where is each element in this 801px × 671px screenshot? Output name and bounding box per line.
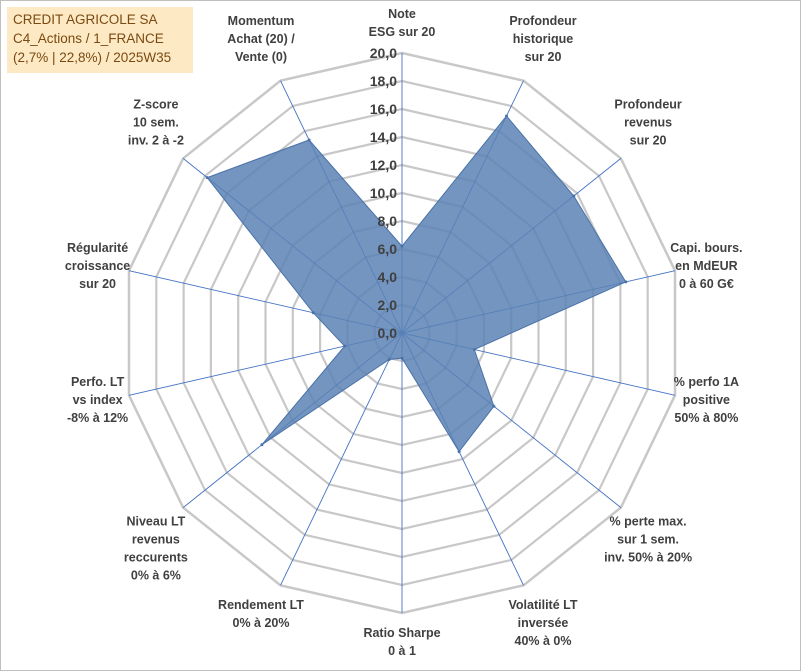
radar-axis-labels: Note ESG sur 20 Profondeur historique sur 20… [65,7,743,658]
axis-label: Régularité croissance sur 20 [65,241,130,291]
tick-label: 12,0 [370,157,397,173]
axis-label-line: 0% à 6% [131,568,181,582]
axis-label-line: % perte max. [610,514,687,528]
axis-label: % perfo 1A positive 50% à 80% [674,375,739,425]
tick-label: 14,0 [370,129,397,145]
axis-label-line: Z-score [133,98,178,112]
tick-label: 0,0 [378,325,398,341]
axis-label: Profondeur revenus sur 20 [614,98,681,148]
axis-label-line: sur 1 sem. [617,532,679,546]
axis-label-line: sur 20 [630,134,667,148]
tick-label: 18,0 [370,73,397,89]
axis-label-line: historique [513,32,573,46]
axis-label-line: 10 sem. [133,116,179,130]
series-point [472,348,476,351]
series-point [260,443,264,447]
axis-label-line: croissance [65,259,130,273]
axis-label-line: Note [388,7,416,21]
axis-label-line: 0 à 1 [388,644,416,658]
axis-label: Rendement LT 0% à 20% [218,598,304,630]
series-point [505,114,508,118]
axis-spoke [280,332,403,586]
tick-label: 16,0 [370,101,397,117]
axis-label-line: inv. 50% à 20% [604,550,692,564]
axis-label: Ratio Sharpe 0 à 1 [363,626,440,658]
company-name: CREDIT AGRICOLE SA [13,12,158,27]
axis-label-line: sur 20 [79,277,116,291]
axis-label-line: inv. 2 à -2 [128,134,184,148]
series-point [457,450,461,454]
tick-label: 4,0 [378,269,398,285]
axis-label-line: revenus [624,116,672,130]
axis-label-line: Perfo. LT [71,375,125,389]
axis-label-line: Profondeur [614,98,681,112]
axis-label-line: -8% à 12% [67,411,128,425]
radar-tick-labels: 0,0 2,0 4,0 6,0 8,0 10,0 12,0 14,0 16,0 18,0 20,0 [370,45,397,341]
axis-label: Note ESG sur 20 [369,7,436,39]
stats-line: (2,7% | 22,8%) / 2025W35 [13,50,172,65]
axis-label-line: vs index [73,393,123,407]
series-point [572,194,576,198]
axis-label-line: Capi. bours. [670,241,742,255]
tick-label: 2,0 [378,297,398,313]
tick-label: 10,0 [370,185,397,201]
axis-label: % perte max. sur 1 sem. inv. 50% à 20% [604,514,692,564]
series-point [387,358,391,361]
axis-label-line: ESG sur 20 [369,25,436,39]
axis-label-line: Niveau LT [126,514,185,528]
axis-label-line: Régularité [67,241,128,255]
series-area [206,115,627,453]
series-point [400,244,404,248]
series-point [492,404,496,408]
axis-label-line: 40% à 0% [515,634,572,648]
axis-label: Niveau LT revenus reccurents 0% à 6% [124,514,188,582]
tick-label: 8,0 [378,213,398,229]
axis-label-line: inversée [518,616,569,630]
axis-label-line: Profondeur [509,14,576,28]
axis-label: Profondeur historique sur 20 [509,14,576,64]
axis-label-line: revenus [132,532,180,546]
axis-label-line: Volatilité LT [509,598,578,612]
axis-label-line: % perfo 1A [674,375,739,389]
axis-label: Volatilité LT inversée 40% à 0% [509,598,578,648]
tick-label: 6,0 [378,241,398,257]
axis-label: Capi. bours. en MdEUR 0 à 60 G€ [670,241,742,291]
axis-label-line: Achat (20) / [227,32,295,46]
axis-label: Momentum Achat (20) / Vente (0) [227,14,295,64]
axis-label: Z-score 10 sem. inv. 2 à -2 [128,98,184,148]
axis-label-line: Ratio Sharpe [363,626,440,640]
series-point [205,176,209,180]
axis-label-line: Vente (0) [235,50,287,64]
chart-title-box: CREDIT AGRICOLE SA C4_Actions / 1_FRANCE… [7,7,193,73]
axis-label-line: 0 à 60 G€ [679,277,734,291]
series-point [311,311,315,315]
axis-label-line: reccurents [124,550,188,564]
axis-label-line: positive [683,393,730,407]
axis-label-line: 0% à 20% [233,616,290,630]
axis-label-line: Rendement LT [218,598,304,612]
axis-label: Perfo. LT vs index -8% à 12% [67,375,128,425]
axis-label-line: Momentum [228,14,295,28]
radar-series [205,114,628,454]
axis-label-line: en MdEUR [675,259,738,273]
tick-label: 20,0 [370,45,397,61]
series-point [343,344,347,348]
series-point [624,280,628,284]
category-line: C4_Actions / 1_FRANCE [13,31,164,46]
axis-label-line: sur 20 [525,50,562,64]
series-point [400,356,404,360]
axis-label-line: 50% à 80% [674,411,738,425]
series-point [307,138,311,142]
